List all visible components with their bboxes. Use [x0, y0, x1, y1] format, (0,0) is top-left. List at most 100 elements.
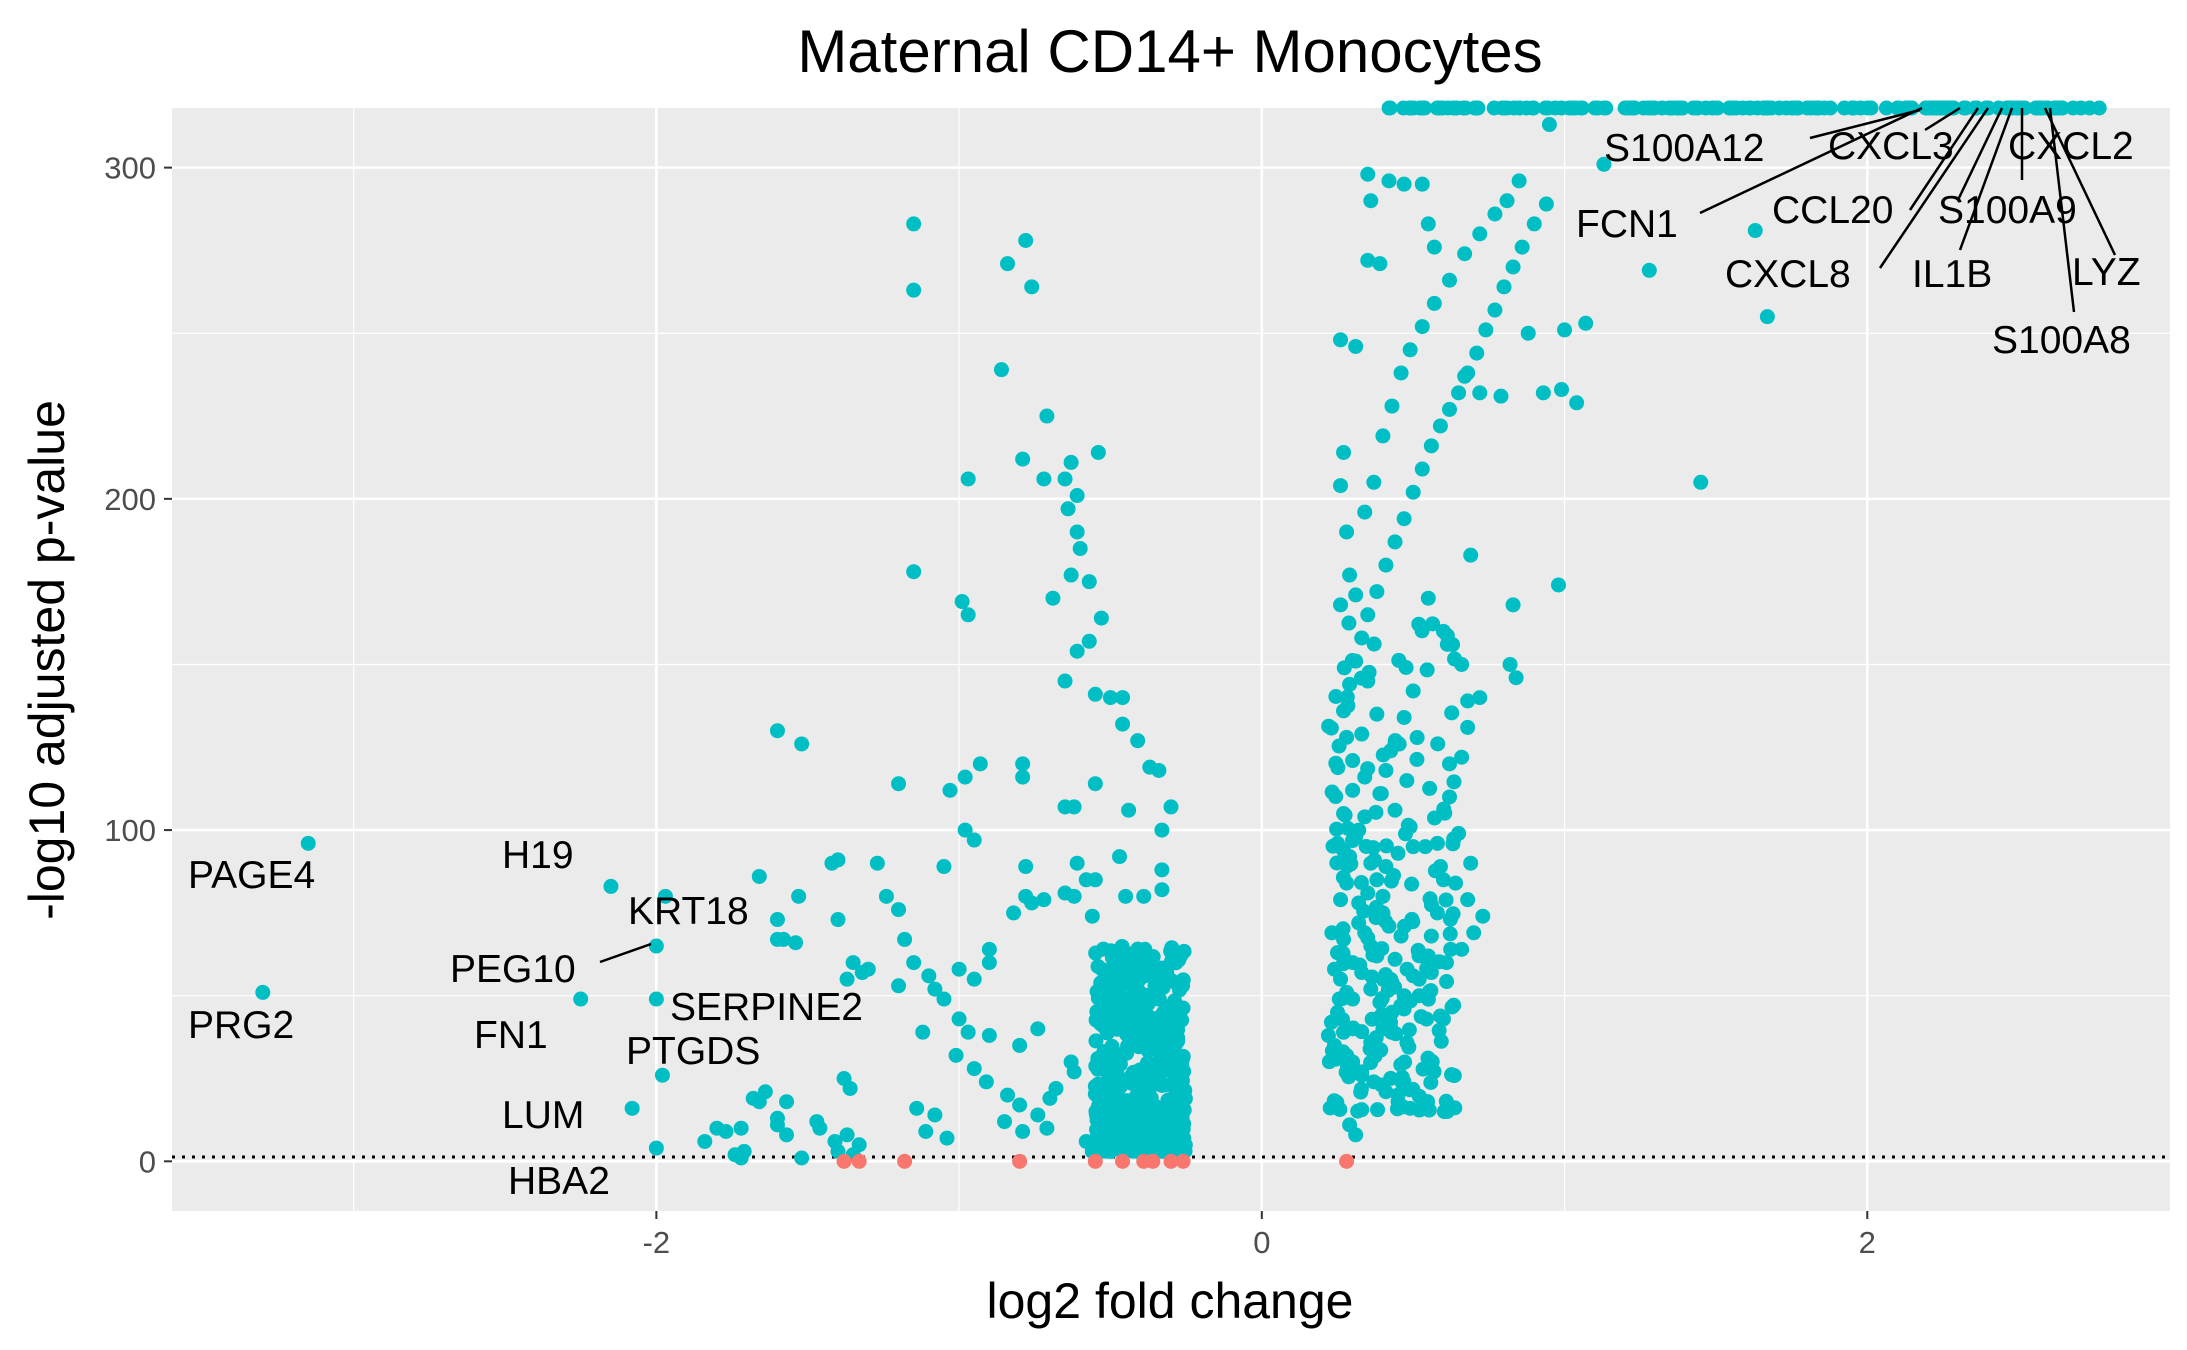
point-significant — [1363, 193, 1379, 209]
gene-label-h19: H19 — [502, 834, 574, 877]
point-highlighted — [573, 991, 589, 1007]
gene-label-serpine2: SERPINE2 — [670, 986, 863, 1029]
point-significant — [1348, 338, 1364, 354]
point-significant — [1496, 279, 1512, 295]
point-significant — [1154, 882, 1170, 898]
point-significant — [1448, 875, 1464, 891]
point-highlighted — [1920, 100, 1936, 116]
point-not-significant — [851, 1153, 867, 1169]
point-significant — [1036, 471, 1052, 487]
point-significant — [1378, 762, 1394, 778]
point-capped — [1590, 100, 1606, 116]
point-dense-cluster — [1167, 1024, 1183, 1040]
point-significant — [1063, 567, 1079, 583]
point-dense-cluster — [1130, 1007, 1146, 1023]
point-significant — [1508, 670, 1524, 686]
point-dense-cluster — [1411, 616, 1427, 632]
point-significant — [1505, 259, 1521, 275]
point-capped — [1654, 100, 1670, 116]
point-significant — [1357, 809, 1373, 825]
point-significant — [1360, 607, 1376, 623]
point-dense-cluster — [1131, 1102, 1147, 1118]
point-significant — [927, 1107, 943, 1123]
point-significant — [1366, 1044, 1382, 1060]
point-significant — [1333, 332, 1349, 348]
gene-label-ptgds: PTGDS — [626, 1030, 760, 1073]
point-significant — [1463, 855, 1479, 871]
point-significant — [972, 756, 988, 772]
point-significant — [891, 978, 907, 994]
point-capped — [1939, 100, 1955, 116]
gene-label-s100a12: S100A12 — [1604, 127, 1764, 170]
point-significant — [1499, 193, 1515, 209]
point-dense-cluster — [1358, 838, 1374, 854]
gene-label-lyz: LYZ — [2072, 251, 2141, 294]
point-significant — [1115, 690, 1131, 706]
point-significant — [1018, 859, 1034, 875]
point-dense-cluster — [1094, 1083, 1110, 1099]
point-significant — [1423, 965, 1439, 981]
point-dense-cluster — [1366, 636, 1382, 652]
point-significant — [1435, 872, 1451, 888]
point-capped — [2082, 100, 2098, 116]
point-capped — [1668, 100, 1684, 116]
point-significant — [1015, 769, 1031, 785]
point-significant — [1511, 100, 1527, 116]
point-significant — [997, 1114, 1012, 1130]
point-highlighted — [1890, 100, 1906, 116]
point-significant — [1460, 892, 1476, 908]
point-significant — [1396, 988, 1412, 1004]
point-capped — [1540, 100, 1556, 116]
point-capped — [1808, 100, 1824, 116]
point-significant — [1451, 825, 1467, 841]
point-dense-cluster — [1175, 1121, 1191, 1137]
point-significant — [1411, 988, 1427, 1004]
point-capped — [1644, 100, 1660, 116]
point-significant — [1336, 806, 1352, 822]
point-significant — [1087, 872, 1103, 888]
point-significant — [751, 868, 767, 884]
point-dense-cluster — [1444, 705, 1460, 721]
point-dense-cluster — [1339, 689, 1355, 705]
point-dense-cluster — [1404, 876, 1420, 892]
gene-label-page4: PAGE4 — [188, 854, 315, 897]
data-points — [255, 100, 2107, 1169]
point-significant — [1693, 474, 1709, 490]
point-significant — [1354, 726, 1370, 742]
point-significant — [1354, 1067, 1370, 1083]
point-significant — [1000, 256, 1016, 272]
gene-label-cxcl3: CXCL3 — [1828, 125, 1954, 168]
point-dense-cluster — [1089, 984, 1105, 1000]
point-significant — [1554, 382, 1570, 398]
point-significant — [1417, 839, 1433, 855]
point-significant — [1360, 885, 1376, 901]
point-significant — [1378, 859, 1394, 875]
point-significant — [1006, 905, 1022, 921]
point-significant — [1333, 892, 1349, 908]
point-significant — [891, 902, 907, 918]
point-not-significant — [1115, 1153, 1131, 1169]
point-significant — [1405, 484, 1421, 500]
point-dense-cluster — [1171, 952, 1187, 968]
point-significant — [1460, 693, 1476, 709]
leader-line-s100a9 — [1956, 107, 2004, 201]
point-highlighted — [1956, 100, 1972, 116]
point-significant — [1457, 246, 1473, 262]
point-significant — [1557, 322, 1573, 338]
point-significant — [1578, 315, 1594, 331]
point-significant — [1060, 501, 1076, 517]
point-dense-cluster — [1446, 774, 1462, 790]
leader-line-peg10 — [599, 942, 652, 964]
point-dense-cluster — [1401, 1039, 1417, 1055]
point-significant — [733, 1150, 749, 1166]
point-significant — [1390, 1094, 1406, 1110]
point-dense-cluster — [1131, 1022, 1147, 1038]
point-significant — [897, 931, 913, 947]
point-significant — [1081, 633, 1097, 649]
point-significant — [779, 1094, 795, 1110]
point-dense-cluster — [1370, 1102, 1386, 1118]
point-dense-cluster — [1152, 962, 1168, 978]
point-dense-cluster — [1090, 958, 1106, 974]
point-highlighted — [2005, 100, 2021, 116]
point-dense-cluster — [1438, 892, 1454, 908]
